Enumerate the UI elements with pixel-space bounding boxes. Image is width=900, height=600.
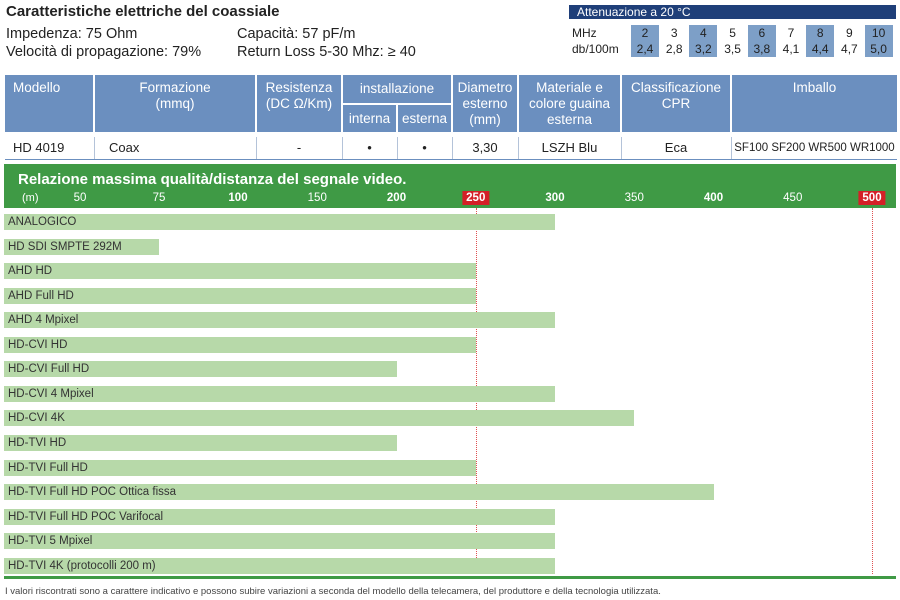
bar-label: AHD HD: [8, 265, 53, 278]
header-imballo: Imballo: [732, 75, 897, 132]
mhz-cell-8: 10: [864, 25, 893, 41]
mhz-cell-4: 6: [747, 25, 776, 41]
bar-label: HD-TVI HD: [8, 436, 67, 449]
mhz-cell-7: 9: [846, 26, 853, 40]
mhz-cell-1: 3: [670, 26, 678, 40]
capacity-spec: Capacità: 57 pF/m: [237, 26, 356, 42]
velocity-spec: Velocità di propagazione: 79%: [6, 44, 202, 60]
bar-label: HD-TVI Full HD POC Varifocal: [8, 510, 164, 523]
header-resistenza: Resistenza (DC Ω/Km): [257, 75, 341, 132]
cell-imballo: SF100 SF200 WR500 WR1000: [734, 142, 895, 154]
db-cell-1: 2,8: [665, 42, 683, 56]
bar-label: HD-CVI 4K: [8, 412, 65, 425]
chart-title: Relazione massima qualità/distanza del s…: [18, 171, 407, 188]
bar-label: HD-TVI Full HD POC Ottica fissa: [8, 486, 177, 499]
x-tick-500: 500: [858, 191, 886, 205]
db-cell-7: 4,7: [841, 42, 858, 56]
cell-materiale: LSZH Blu: [541, 140, 598, 155]
bar: [4, 459, 476, 476]
bar-label: HD-CVI Full HD: [8, 363, 90, 376]
bar: [4, 434, 397, 451]
bar: [4, 508, 555, 525]
bar-label: HD-TVI 4K (protocolli 200 m): [8, 559, 156, 572]
header-diametro: Diametro esterno (mm): [453, 75, 517, 132]
distance-chart: Relazione massima qualità/distanza del s…: [4, 164, 896, 582]
header-esterna: esterna: [398, 105, 451, 132]
cell-diametro: 3,30: [472, 140, 498, 155]
header-installazione: installazione: [343, 75, 451, 103]
bar-label: AHD Full HD: [8, 289, 74, 302]
attenuation-mhz-row: MHz 2 3 4 5 6 7 8 9 10: [569, 25, 896, 41]
bar: [4, 557, 555, 574]
chart-header: Relazione massima qualità/distanza del s…: [4, 164, 896, 208]
header-materiale: Materiale e colore guaina esterna: [519, 75, 620, 132]
db-cell-8: 5,0: [864, 41, 893, 57]
attenuation-db-row: db/100m 2,4 2,8 3,2 3,5 3,8 4,1 4,4 4,7 5,0: [569, 41, 896, 57]
bar-label: HD-CVI HD: [8, 338, 68, 351]
bar: [4, 312, 555, 329]
cell-modello: HD 4019: [13, 140, 65, 155]
header-modello: Modello: [5, 75, 93, 132]
attenuation-table: Attenuazione a 20 °C MHz 2 3 4 5 6 7 8 9 10 db/1…: [569, 5, 896, 57]
cell-esterna: •: [422, 140, 427, 155]
cable-spec-table: Modello Formazione (mmq) Resistenza (DC …: [5, 75, 897, 160]
db-cell-2: 3,2: [689, 41, 718, 57]
return-loss-spec: Return Loss 5-30 Mhz: ≥ 40: [237, 44, 416, 60]
db-cell-3: 3,5: [724, 42, 741, 56]
bar-label: HD-CVI 4 Mpixel: [8, 387, 94, 400]
cell-resistenza: -: [296, 140, 302, 155]
cell-interna: •: [367, 140, 372, 155]
impedance-spec: Impedenza: 75 Ohm: [6, 26, 138, 42]
attenuation-title: Attenuazione a 20 °C: [569, 5, 896, 19]
bar: [4, 484, 714, 501]
x-axis-unit: (m): [22, 192, 39, 204]
bar-label: HD SDI SMPTE 292M: [8, 240, 122, 253]
section-title: Caratteristiche elettriche del coassiale: [6, 3, 280, 20]
header-interna: interna: [343, 105, 396, 132]
x-tick-100: 100: [228, 192, 248, 204]
bar: [4, 336, 476, 353]
bar: [4, 263, 476, 280]
x-tick-150: 150: [307, 192, 327, 204]
bar-label: AHD 4 Mpixel: [8, 314, 79, 327]
bar-label: HD-TVI 5 Mpixel: [8, 535, 93, 548]
chart-baseline: [4, 576, 896, 579]
x-tick-450: 450: [783, 192, 803, 204]
mhz-cell-5: 7: [787, 26, 795, 40]
bar: [4, 533, 555, 550]
bar: [4, 238, 159, 255]
db-cell-4: 3,8: [747, 41, 776, 57]
db-cell-0: 2,4: [631, 41, 659, 57]
mhz-cell-0: 2: [631, 25, 659, 41]
x-tick-50: 50: [73, 192, 87, 204]
mhz-cell-3: 5: [729, 26, 736, 40]
cell-classificazione: Eca: [664, 140, 688, 155]
footnote: I valori riscontrati sono a carattere in…: [5, 586, 661, 597]
bar-label: ANALOGICO: [8, 216, 77, 228]
db-cell-5: 4,1: [782, 42, 800, 56]
mhz-cell-6: 8: [806, 25, 835, 41]
bar: [4, 385, 555, 402]
x-tick-300: 300: [545, 192, 565, 204]
bar: [4, 214, 555, 230]
x-tick-250: 250: [462, 191, 490, 205]
bar: [4, 287, 476, 304]
x-tick-75: 75: [152, 192, 166, 204]
x-tick-350: 350: [624, 192, 644, 204]
db-label: db/100m: [572, 42, 619, 56]
bar: [4, 410, 635, 427]
header-classificazione: Classificazione CPR: [622, 75, 730, 132]
x-tick-400: 400: [703, 192, 724, 204]
bar: [4, 361, 397, 378]
x-tick-200: 200: [386, 192, 407, 204]
mhz-cell-2: 4: [689, 25, 718, 41]
cell-formazione: Coax: [109, 140, 140, 155]
header-formazione: Formazione (mmq): [95, 75, 255, 132]
reference-line-500: [872, 208, 873, 574]
db-cell-6: 4,4: [806, 41, 835, 57]
mhz-label: MHz: [572, 26, 597, 40]
bar-label: HD-TVI Full HD: [8, 461, 88, 474]
